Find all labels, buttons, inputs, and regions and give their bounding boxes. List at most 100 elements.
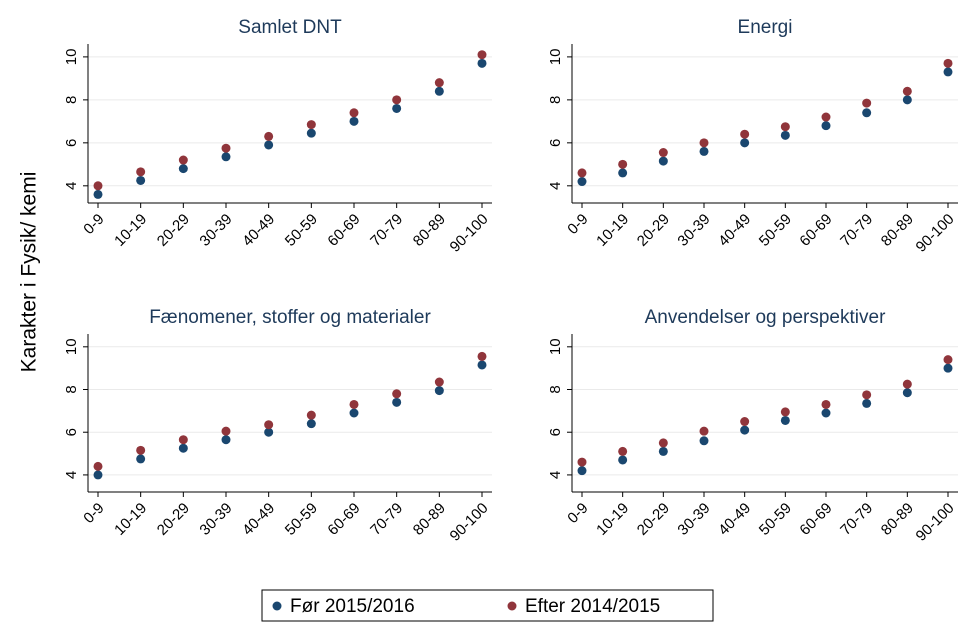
point: [264, 427, 274, 437]
point: [577, 466, 587, 476]
y-tick-label: 8: [63, 96, 80, 104]
legend-box: [261, 589, 714, 622]
point: [221, 152, 231, 162]
point: [902, 95, 912, 105]
y-tick-label: 4: [63, 471, 80, 479]
point: [618, 168, 628, 178]
y-tick-label: 8: [63, 385, 80, 393]
point: [902, 388, 912, 398]
legend-marker: [272, 601, 282, 611]
y-tick-label: 6: [63, 428, 80, 436]
point: [658, 446, 668, 456]
point: [862, 398, 872, 408]
point: [306, 128, 316, 138]
point: [178, 164, 188, 174]
point: [618, 159, 628, 169]
point: [136, 175, 146, 185]
y-tick-label: 6: [63, 139, 80, 147]
panel-title: Anvendelser og perspektiver: [645, 307, 886, 328]
point: [221, 435, 231, 445]
point: [178, 155, 188, 165]
point: [577, 177, 587, 187]
point: [862, 98, 872, 108]
point: [902, 86, 912, 96]
point: [392, 103, 402, 113]
point: [93, 181, 103, 191]
y-tick-label: 10: [63, 49, 80, 66]
point: [699, 146, 709, 156]
point: [221, 426, 231, 436]
legend-label: Efter 2014/2015: [525, 596, 660, 617]
point: [136, 445, 146, 455]
point: [699, 138, 709, 148]
point: [93, 470, 103, 480]
point: [902, 379, 912, 389]
panel-title: Samlet DNT: [238, 17, 342, 38]
point: [306, 410, 316, 420]
point: [93, 189, 103, 199]
point: [780, 415, 790, 425]
point: [349, 399, 359, 409]
point: [306, 419, 316, 429]
point: [136, 167, 146, 177]
point: [943, 363, 953, 373]
legend-marker: [507, 601, 517, 611]
point: [740, 417, 750, 427]
point: [618, 455, 628, 465]
point: [780, 407, 790, 417]
point: [136, 454, 146, 464]
point: [264, 420, 274, 430]
panel-title: Fænomener, stoffer og materialer: [149, 307, 431, 328]
y-tick-label: 10: [63, 338, 80, 355]
point: [780, 130, 790, 140]
point: [618, 446, 628, 456]
point: [658, 438, 668, 448]
point: [577, 168, 587, 178]
point: [306, 120, 316, 130]
point: [178, 435, 188, 445]
point: [943, 58, 953, 68]
point: [93, 461, 103, 471]
point: [821, 112, 831, 122]
point: [862, 108, 872, 118]
point: [264, 131, 274, 141]
point: [434, 86, 444, 96]
point: [434, 78, 444, 88]
point: [477, 351, 487, 361]
point: [392, 389, 402, 399]
point: [821, 121, 831, 131]
y-tick-label: 10: [547, 49, 564, 66]
point: [821, 408, 831, 418]
y-tick-label: 6: [547, 428, 564, 436]
y-tick-label: 8: [547, 385, 564, 393]
point: [780, 122, 790, 132]
y-tick-label: 6: [547, 139, 564, 147]
point: [221, 143, 231, 153]
point: [349, 108, 359, 118]
point: [392, 397, 402, 407]
y-tick-label: 4: [547, 471, 564, 479]
point: [434, 377, 444, 387]
y-tick-label: 10: [547, 338, 564, 355]
point: [349, 408, 359, 418]
point: [943, 67, 953, 77]
point: [178, 443, 188, 453]
point: [862, 390, 872, 400]
point: [740, 425, 750, 435]
point: [477, 50, 487, 60]
legend-label: Før 2015/2016: [290, 596, 415, 617]
y-tick-label: 4: [63, 182, 80, 190]
panel-title: Energi: [738, 17, 793, 38]
point: [392, 95, 402, 105]
point: [477, 360, 487, 370]
point: [477, 58, 487, 68]
point: [699, 426, 709, 436]
point: [349, 116, 359, 126]
point: [943, 355, 953, 365]
point: [264, 140, 274, 150]
point: [699, 436, 709, 446]
y-tick-label: 8: [547, 96, 564, 104]
point: [577, 457, 587, 467]
